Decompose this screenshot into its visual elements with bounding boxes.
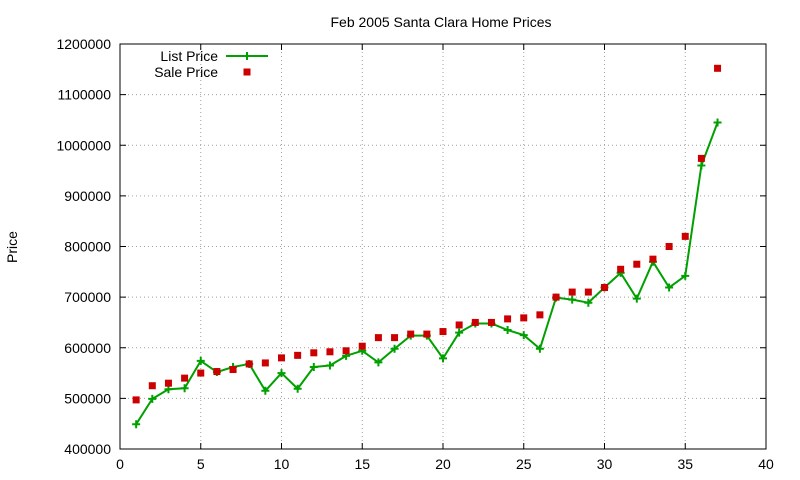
list-price-point (681, 271, 690, 280)
sale-price-point (358, 342, 366, 350)
sale-price-point (245, 360, 253, 368)
list-price-point (325, 361, 334, 370)
sale-price-point (197, 369, 205, 377)
sale-price-point (633, 260, 641, 268)
sale-price-point (714, 64, 722, 72)
list-price-point (535, 344, 544, 353)
x-tick-label: 30 (597, 456, 613, 472)
x-tick-label: 25 (516, 456, 532, 472)
list-price-point (132, 420, 141, 429)
sale-price-point (665, 243, 673, 250)
series-list-price (132, 118, 722, 429)
sale-price-point (536, 311, 544, 319)
x-tick-label: 0 (116, 456, 124, 472)
list-price-point (293, 384, 302, 393)
sale-price-point (455, 321, 463, 329)
y-tick-label: 900000 (64, 188, 111, 204)
sale-price-point (148, 382, 156, 390)
list-price-point (148, 394, 157, 403)
x-tick-label: 5 (197, 456, 205, 472)
series-sale-price (132, 64, 722, 404)
sale-price-point (487, 318, 495, 326)
sale-price-point (504, 315, 512, 323)
legend-label-list-price: List Price (160, 48, 218, 64)
sale-price-point (132, 396, 140, 404)
sale-price-point (278, 354, 285, 362)
list-price-point (632, 294, 641, 303)
sale-price-point (407, 330, 415, 338)
sale-price-point (697, 154, 705, 162)
sale-price-point (213, 368, 221, 376)
sale-price-point (439, 328, 447, 336)
y-tick-label: 500000 (64, 390, 111, 406)
list-price-point (277, 369, 286, 378)
x-tick-label: 15 (354, 456, 370, 472)
x-tick-label: 35 (677, 456, 693, 472)
sale-price-point (374, 334, 382, 342)
chart-title: Feb 2005 Santa Clara Home Prices (331, 14, 552, 30)
list-price-point (665, 283, 674, 292)
list-price-point (503, 326, 512, 335)
sale-price-point (261, 359, 269, 367)
sale-price-point (552, 293, 560, 301)
list-price-point (196, 356, 205, 365)
sale-price-point (584, 288, 592, 296)
y-tick-label: 1200000 (56, 36, 111, 52)
sale-price-point (601, 284, 608, 292)
y-tick-label: 700000 (64, 289, 111, 305)
sale-price-point (342, 347, 350, 355)
list-price-point (180, 384, 189, 393)
list-price-point (697, 161, 706, 170)
sale-price-point (229, 366, 237, 374)
sale-price-point (617, 265, 625, 273)
sale-price-point (310, 349, 318, 357)
sale-price-point (326, 348, 334, 356)
y-tick-label: 1000000 (56, 137, 111, 153)
sale-price-point (164, 379, 172, 387)
tick-layer: 0 5 10 15 20 25 30 35 40 400000 500000 600000 700000… (56, 36, 774, 472)
list-price-point (374, 358, 383, 367)
y-tick-label: 1100000 (58, 87, 112, 103)
series-layer (132, 64, 722, 429)
list-price-line (135, 122, 719, 425)
list-price-point (568, 295, 577, 304)
sale-price-point (520, 314, 528, 322)
y-tick-label: 400000 (64, 441, 111, 457)
list-price-point (439, 354, 447, 363)
list-price-point (584, 298, 593, 307)
x-tick-label: 40 (758, 456, 774, 472)
sale-price-point (423, 330, 431, 338)
y-tick-label: 800000 (64, 239, 111, 255)
sale-price-point (681, 232, 689, 240)
list-price-point (309, 362, 318, 371)
list-price-point (261, 386, 270, 395)
list-price-point (455, 328, 464, 337)
x-tick-label: 10 (274, 456, 290, 472)
list-price-point (713, 118, 722, 127)
legend-label-sale-price: Sale Price (154, 64, 218, 80)
sale-price-point (294, 351, 302, 359)
sale-price-point (391, 334, 399, 342)
y-axis-label: Price (4, 231, 20, 263)
sale-price-point (181, 374, 189, 382)
x-tick-label: 20 (435, 456, 451, 472)
sale-price-point (568, 288, 576, 296)
legend-swatch-square (243, 68, 251, 76)
list-price-point (390, 344, 399, 353)
sale-price-point (649, 255, 657, 263)
sale-price-point (471, 318, 479, 326)
list-price-point (519, 331, 528, 340)
legend-swatch-plus (243, 52, 251, 60)
y-tick-label: 600000 (64, 340, 111, 356)
